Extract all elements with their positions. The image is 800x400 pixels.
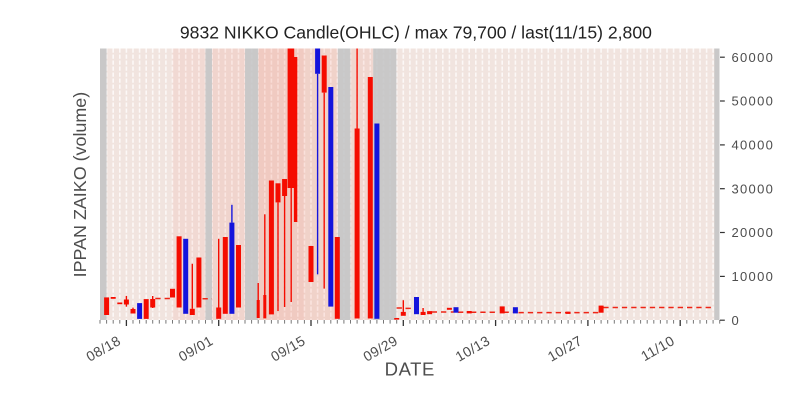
svg-text:9832 NIKKO Candle(OHLC) / max: 9832 NIKKO Candle(OHLC) / max 79,700 / l… bbox=[180, 22, 652, 42]
svg-text:0: 0 bbox=[732, 313, 741, 328]
svg-text:20000: 20000 bbox=[732, 225, 775, 240]
svg-text:60000: 60000 bbox=[732, 50, 775, 65]
svg-text:10000: 10000 bbox=[732, 269, 775, 284]
svg-text:50000: 50000 bbox=[732, 94, 775, 109]
svg-text:DATE: DATE bbox=[385, 359, 435, 380]
svg-text:40000: 40000 bbox=[732, 138, 775, 153]
svg-text:30000: 30000 bbox=[732, 181, 775, 196]
svg-text:IPPAN ZAIKO (volume): IPPAN ZAIKO (volume) bbox=[70, 92, 90, 278]
